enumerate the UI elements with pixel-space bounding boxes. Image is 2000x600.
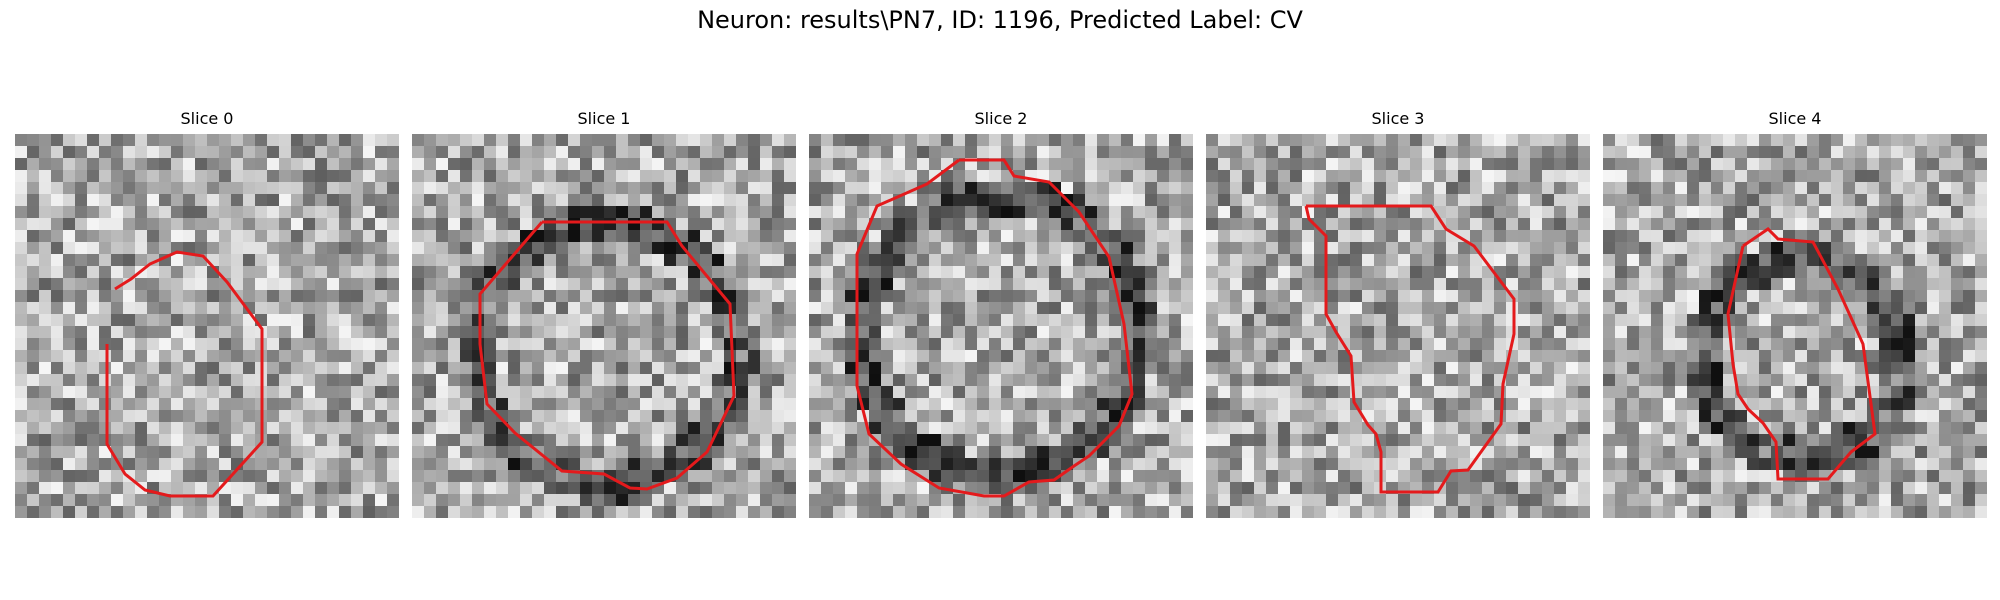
slice-panel-0: Slice 0 (15, 108, 399, 130)
slice-panel-4: Slice 4 (1603, 108, 1987, 130)
slice-panel-3: Slice 3 (1206, 108, 1590, 130)
grayscale-image (1603, 134, 1987, 518)
slice-image (809, 134, 1193, 518)
slice-title: Slice 2 (809, 108, 1193, 130)
grayscale-image (15, 134, 399, 518)
slice-title: Slice 3 (1206, 108, 1590, 130)
slice-image (15, 134, 399, 518)
slice-image (412, 134, 796, 518)
figure-title: Neuron: results\PN7, ID: 1196, Predicted… (0, 6, 2000, 34)
slice-image (1206, 134, 1590, 518)
slice-image (1603, 134, 1987, 518)
slice-panel-2: Slice 2 (809, 108, 1193, 130)
slice-panel-1: Slice 1 (412, 108, 796, 130)
grayscale-image (809, 134, 1193, 518)
slice-title: Slice 4 (1603, 108, 1987, 130)
grayscale-image (412, 134, 796, 518)
grayscale-image (1206, 134, 1590, 518)
slice-title: Slice 1 (412, 108, 796, 130)
slice-title: Slice 0 (15, 108, 399, 130)
